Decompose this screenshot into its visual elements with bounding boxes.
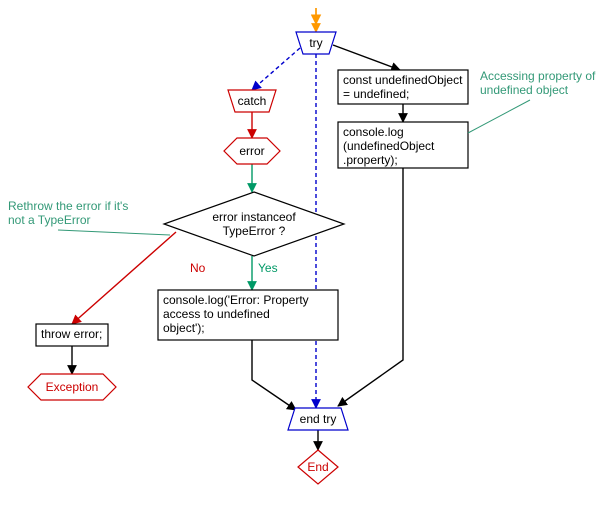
svg-text:end try: end try [300, 412, 337, 426]
svg-text:Exception: Exception [46, 380, 99, 394]
annotation-rethrow: Rethrow the error if it'snot a TypeError [8, 199, 128, 227]
svg-text:End: End [307, 460, 328, 474]
svg-text:error: error [239, 144, 264, 158]
svg-text:catch: catch [238, 94, 267, 108]
svg-text:try: try [309, 36, 322, 50]
svg-text:error instanceofTypeError ?: error instanceofTypeError ? [212, 210, 296, 238]
svg-text:throw error;: throw error; [41, 327, 102, 341]
label-no: No [190, 261, 206, 275]
label-yes: Yes [258, 261, 278, 275]
annotation-access: Accessing property ofundefined object [480, 69, 596, 97]
